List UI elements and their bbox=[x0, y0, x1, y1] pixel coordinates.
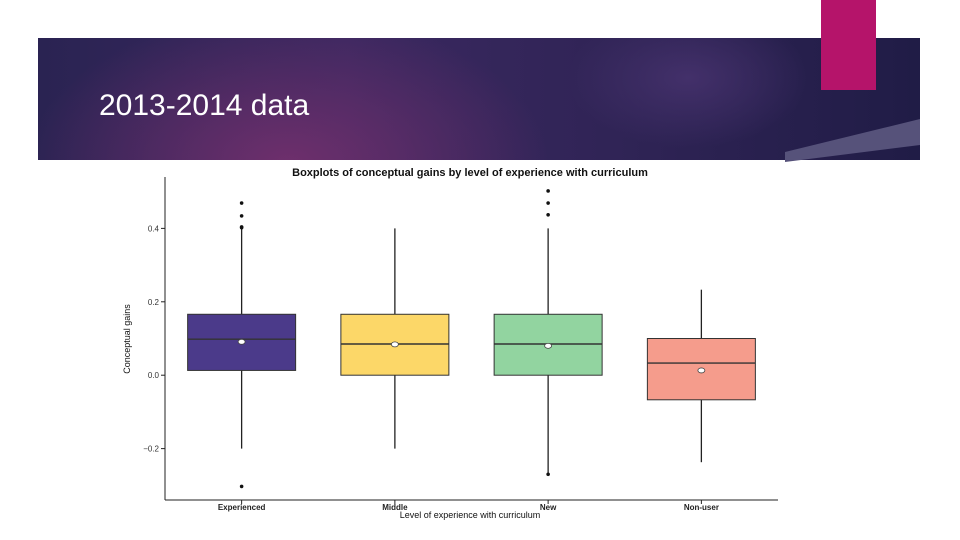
x-tick-label: Non-user bbox=[684, 503, 719, 512]
outlier-point bbox=[546, 201, 550, 205]
mean-marker bbox=[544, 342, 553, 349]
outlier-point bbox=[546, 189, 550, 193]
x-tick-label: New bbox=[540, 503, 557, 512]
x-axis-title: Level of experience with curriculum bbox=[400, 510, 541, 520]
outlier-point bbox=[239, 214, 244, 218]
y-tick-label: 0.4 bbox=[148, 224, 160, 233]
chart-title: Boxplots of conceptual gains by level of… bbox=[292, 167, 648, 179]
y-tick-label: −0.2 bbox=[143, 445, 159, 454]
boxplot-chart: Boxplots of conceptual gains by level of… bbox=[110, 162, 785, 522]
y-tick-label: 0.0 bbox=[148, 371, 160, 380]
mean-marker bbox=[390, 341, 399, 348]
outlier-point bbox=[546, 213, 550, 217]
x-tick-label: Experienced bbox=[218, 503, 266, 512]
outlier-point bbox=[239, 484, 244, 489]
mean-marker bbox=[237, 338, 246, 345]
outlier-point bbox=[239, 201, 244, 205]
outlier-point bbox=[546, 472, 550, 477]
y-tick-label: 0.2 bbox=[148, 298, 160, 307]
slide-title: 2013-2014 data bbox=[99, 89, 310, 122]
y-axis-title: Conceptual gains bbox=[122, 304, 132, 374]
mean-marker bbox=[697, 367, 706, 374]
plot-area: 0.4 0.2 0.0 −0.2 Experienced Middle New Non-use… bbox=[143, 189, 756, 512]
outlier-point bbox=[239, 225, 244, 230]
accent-block bbox=[821, 0, 876, 90]
title-banner bbox=[38, 38, 920, 160]
x-tick-label: Middle bbox=[382, 503, 408, 512]
